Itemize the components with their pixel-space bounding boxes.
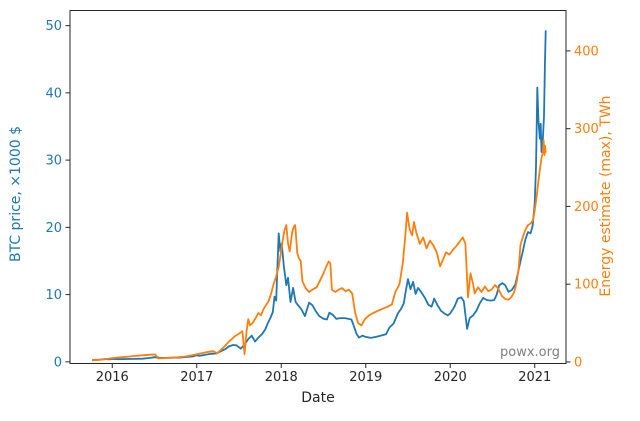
x-tick-label: 2020 <box>434 370 467 385</box>
btc-price-line <box>91 30 547 361</box>
x-axis-label: Date <box>301 390 335 406</box>
y-axis-label-left: BTC price, ×1000 $ <box>8 125 24 263</box>
y-left-tick-label: 30 <box>45 154 62 169</box>
y-left-tick-label: 20 <box>45 221 62 236</box>
y-right-tick-label: 0 <box>574 355 582 370</box>
x-tick-label: 2018 <box>265 370 298 385</box>
y-right-tick-label: 400 <box>574 44 599 59</box>
y-right-tick-label: 200 <box>574 200 599 215</box>
y-left-tick-label: 40 <box>45 86 62 101</box>
y-right-tick-label: 300 <box>574 122 599 137</box>
x-tick-label: 2021 <box>518 370 551 385</box>
watermark-text: powx.org <box>500 345 560 360</box>
y-left-tick-label: 50 <box>45 19 62 34</box>
x-tick-label: 2019 <box>349 370 382 385</box>
y-right-tick-label: 100 <box>574 278 599 293</box>
x-tick-label: 2016 <box>96 370 129 385</box>
energy-estimate-line <box>91 139 547 362</box>
plot-frame <box>69 10 567 364</box>
x-tick-label: 2017 <box>180 370 213 385</box>
y-left-tick-label: 0 <box>54 355 62 370</box>
y-left-tick-label: 10 <box>45 288 62 303</box>
y-axis-label-right: Energy estimate (max), TWh <box>598 95 614 297</box>
